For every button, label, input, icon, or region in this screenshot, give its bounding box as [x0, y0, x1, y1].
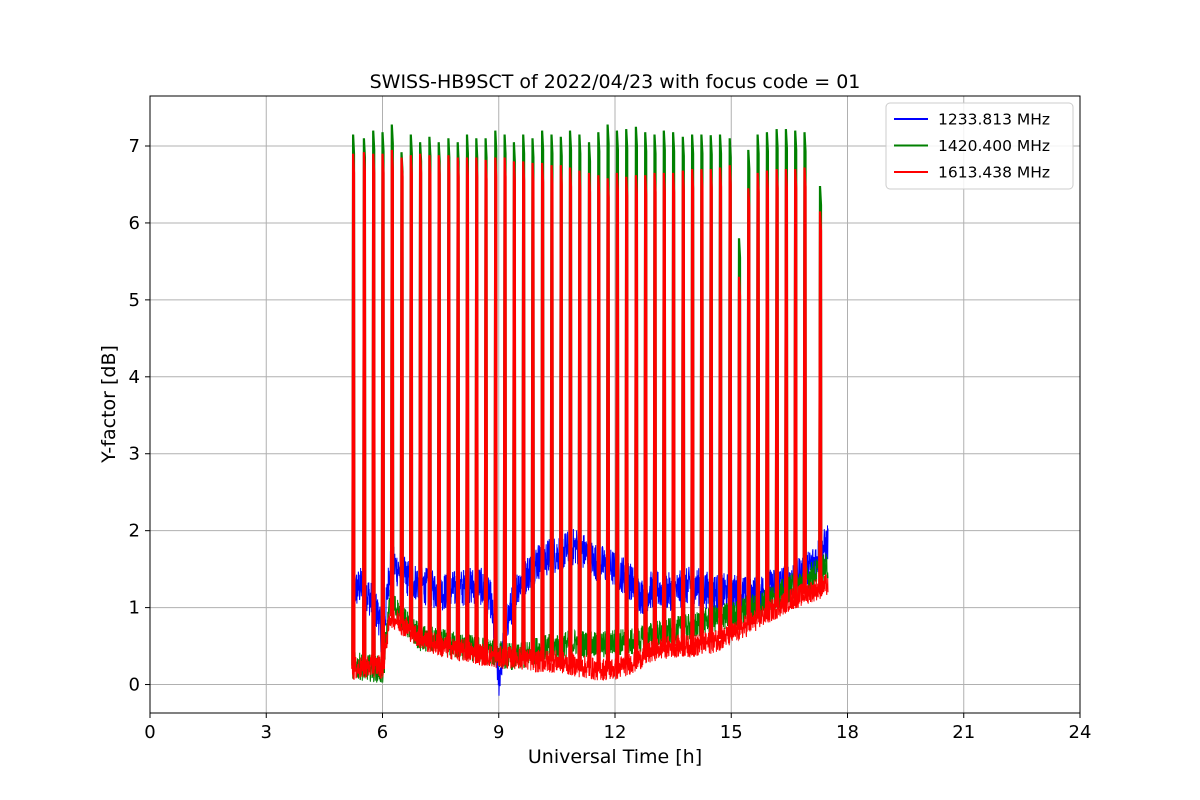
x-tick-label: 9	[493, 722, 504, 743]
calibration-spike	[362, 152, 367, 668]
calibration-spike	[408, 155, 414, 631]
calibration-spike	[765, 170, 770, 614]
y-tick-label: 2	[129, 521, 140, 542]
x-axis-label: Universal Time [h]	[528, 746, 702, 768]
legend-box	[885, 102, 1074, 190]
legend-label: 1233.813 MHz	[938, 111, 1050, 129]
calibration-spike	[605, 178, 611, 670]
calibration-spike	[568, 167, 573, 665]
calibration-spike	[399, 157, 404, 624]
calibration-spike	[699, 169, 704, 645]
x-tick-label: 12	[604, 722, 627, 743]
x-tick-label: 24	[1069, 722, 1092, 743]
legend-label: 1613.438 MHz	[938, 164, 1050, 182]
calibration-spike	[793, 169, 798, 598]
series-layer	[351, 124, 829, 696]
calibration-spike	[615, 172, 620, 669]
calibration-spike	[371, 153, 376, 667]
calibration-spike	[671, 172, 676, 647]
calibration-spike	[680, 170, 686, 647]
calibration-spike	[474, 157, 479, 654]
calibration-spike	[718, 167, 723, 640]
calibration-spike	[634, 175, 639, 661]
calibration-spike	[418, 153, 423, 638]
calibration-spike	[465, 157, 470, 652]
calibration-spike	[818, 211, 823, 588]
y-tick-label: 7	[129, 136, 140, 157]
x-tick-label: 15	[720, 722, 743, 743]
calibration-spike	[708, 169, 714, 643]
calibration-spike	[455, 157, 461, 650]
calibration-spike	[493, 157, 498, 657]
x-tick-label: 3	[261, 722, 272, 743]
x-tick-label: 21	[952, 722, 975, 743]
y-tick-label: 5	[129, 290, 140, 311]
chart-title: SWISS-HB9SCT of 2022/04/23 with focus co…	[370, 71, 861, 93]
y-tick-label: 1	[129, 598, 140, 619]
y-axis-label: Y-factor [dB]	[98, 345, 120, 464]
calibration-spike	[521, 161, 526, 659]
calibration-spike	[540, 162, 545, 662]
calibration-spike	[427, 155, 432, 642]
legend-label: 1420.400 MHz	[938, 137, 1050, 155]
calibration-spike	[746, 188, 751, 625]
calibration-spike	[446, 155, 451, 648]
calibration-spike	[661, 172, 667, 648]
calibration-spike	[549, 165, 554, 662]
x-tick-label: 0	[144, 722, 155, 743]
y-tick-label: 4	[129, 367, 140, 388]
calibration-spike	[643, 175, 648, 656]
calibration-spike	[774, 169, 779, 608]
x-tick-label: 18	[836, 722, 859, 743]
calibration-spike	[512, 161, 517, 658]
calibration-spike	[389, 149, 395, 617]
calibration-spike	[577, 170, 582, 666]
calibration-spike	[802, 167, 807, 594]
calibration-spike	[737, 276, 742, 630]
calibration-spike	[351, 153, 356, 669]
calibration-spike	[558, 165, 564, 663]
calibration-spike	[652, 172, 657, 650]
calibration-spike	[380, 153, 385, 670]
calibration-spike	[483, 159, 488, 656]
calibration-spike	[690, 169, 695, 647]
calibration-spike	[755, 172, 761, 619]
y-tick-label: 3	[129, 444, 140, 465]
y-tick-label: 0	[129, 675, 140, 696]
legend: 1233.813 MHz 1420.400 MHz 1613.438 MHz	[885, 102, 1074, 190]
calibration-spike	[436, 155, 442, 646]
calibration-spike	[596, 175, 601, 670]
calibration-spike	[784, 169, 789, 603]
calibration-spike	[624, 176, 629, 665]
plot-area	[351, 124, 829, 696]
calibration-spike	[587, 172, 592, 668]
calibration-spike	[502, 157, 507, 658]
calibration-spike	[530, 162, 535, 661]
y-tick-label: 6	[129, 213, 140, 234]
calibration-spike	[727, 165, 733, 636]
x-tick-label: 6	[377, 722, 388, 743]
